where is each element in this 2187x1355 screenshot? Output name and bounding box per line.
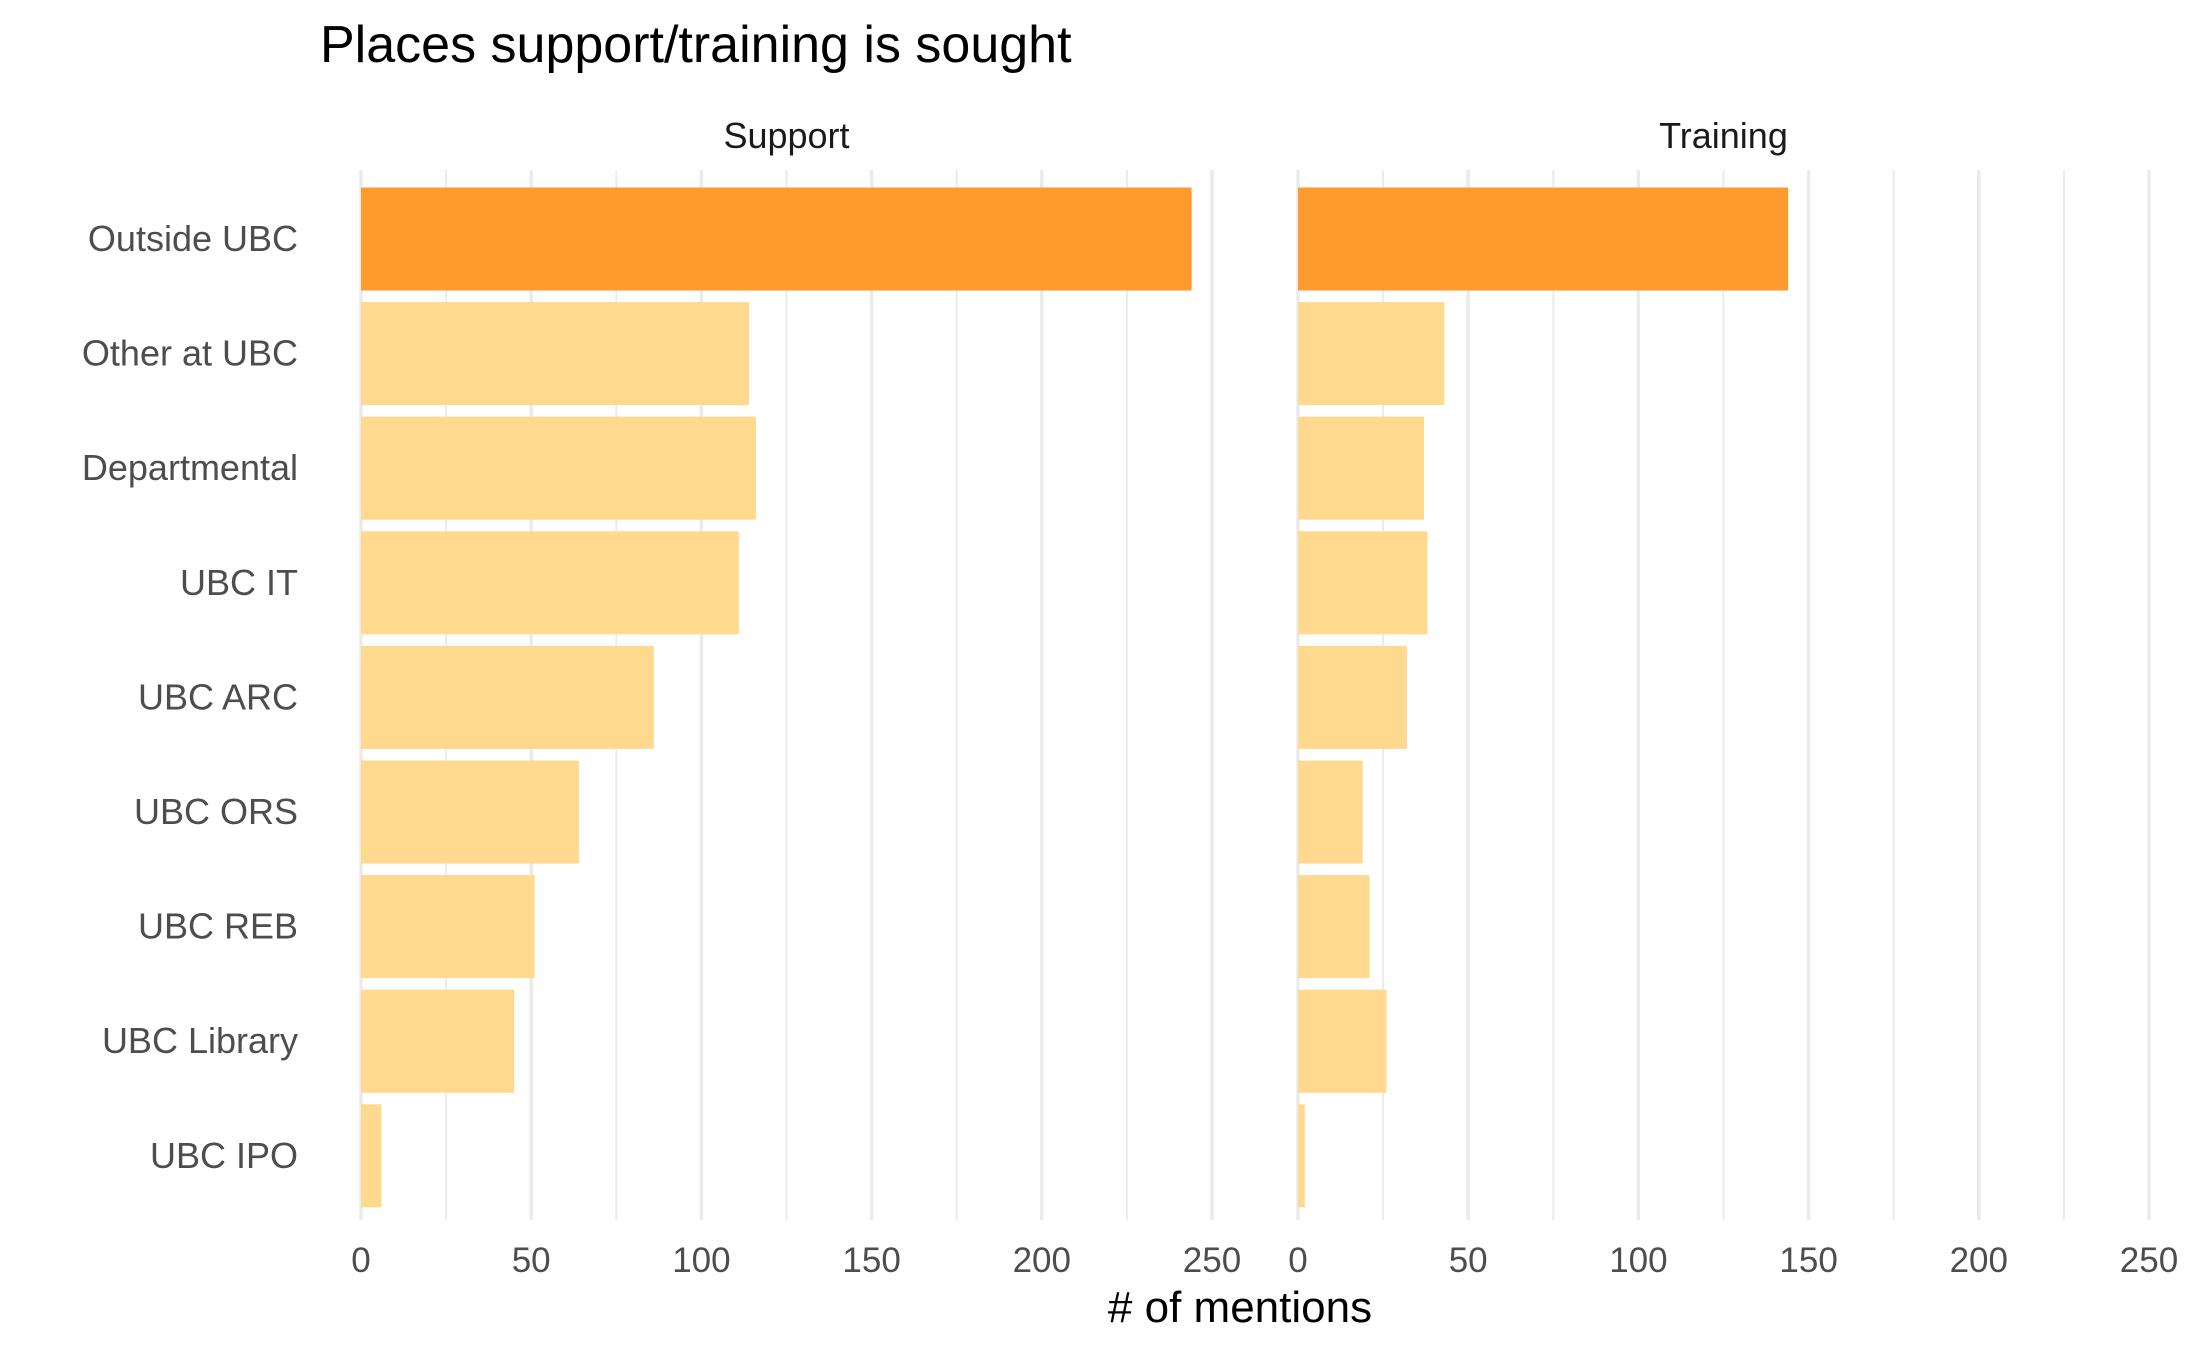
category-label: UBC IPO <box>150 1135 298 1176</box>
category-label: Other at UBC <box>82 333 298 374</box>
x-tick-label: 150 <box>842 1241 900 1280</box>
bar-training <box>1298 875 1370 979</box>
x-tick-label: 0 <box>351 1241 370 1280</box>
bar-support <box>361 416 756 520</box>
x-tick-label: 50 <box>1449 1241 1488 1280</box>
bar-support <box>361 1104 382 1208</box>
bar-support <box>361 989 515 1093</box>
bar-training <box>1298 1104 1305 1208</box>
bar-support <box>361 760 579 864</box>
category-label: UBC Library <box>102 1020 298 1061</box>
plot-area: Support 0 50 100 150 200 250 Training 0 50 100 150 2… <box>82 115 2178 1280</box>
facet-panel-training: Training 0 50 100 150 200 250 <box>1288 115 2178 1280</box>
x-tick-label: 200 <box>1950 1241 2008 1280</box>
x-tick-label: 250 <box>1183 1241 1241 1280</box>
category-label: UBC ORS <box>134 791 298 832</box>
category-label: UBC ARC <box>138 676 298 717</box>
x-tick-label: 50 <box>512 1241 551 1280</box>
facet-label-support: Support <box>723 115 849 156</box>
category-label: UBC REB <box>138 906 298 947</box>
x-tick-label: 100 <box>1609 1241 1667 1280</box>
x-tick-label: 200 <box>1013 1241 1071 1280</box>
bar-support <box>361 645 654 749</box>
x-axis-title: # of mentions <box>1108 1283 1372 1332</box>
bar-training <box>1298 760 1363 864</box>
x-tick-label: 0 <box>1288 1241 1307 1280</box>
bar-support <box>361 187 1192 291</box>
facet-panel-support: Support 0 50 100 150 200 250 <box>351 115 1241 1280</box>
category-label: UBC IT <box>180 562 298 603</box>
x-tick-label: 250 <box>2120 1241 2178 1280</box>
x-tick-label: 150 <box>1779 1241 1837 1280</box>
category-label: Departmental <box>82 447 298 488</box>
bar-training <box>1298 416 1424 520</box>
facet-label-training: Training <box>1659 115 1788 156</box>
chart-title: Places support/training is sought <box>320 16 1072 74</box>
bar-training <box>1298 989 1387 1093</box>
bar-training <box>1298 302 1445 406</box>
bar-support <box>361 302 750 406</box>
bar-training <box>1298 187 1789 291</box>
bar-support <box>361 531 739 635</box>
x-tick-label: 100 <box>672 1241 730 1280</box>
category-label: Outside UBC <box>88 218 298 259</box>
bar-training <box>1298 645 1407 749</box>
bar-support <box>361 875 535 979</box>
bar-training <box>1298 531 1428 635</box>
